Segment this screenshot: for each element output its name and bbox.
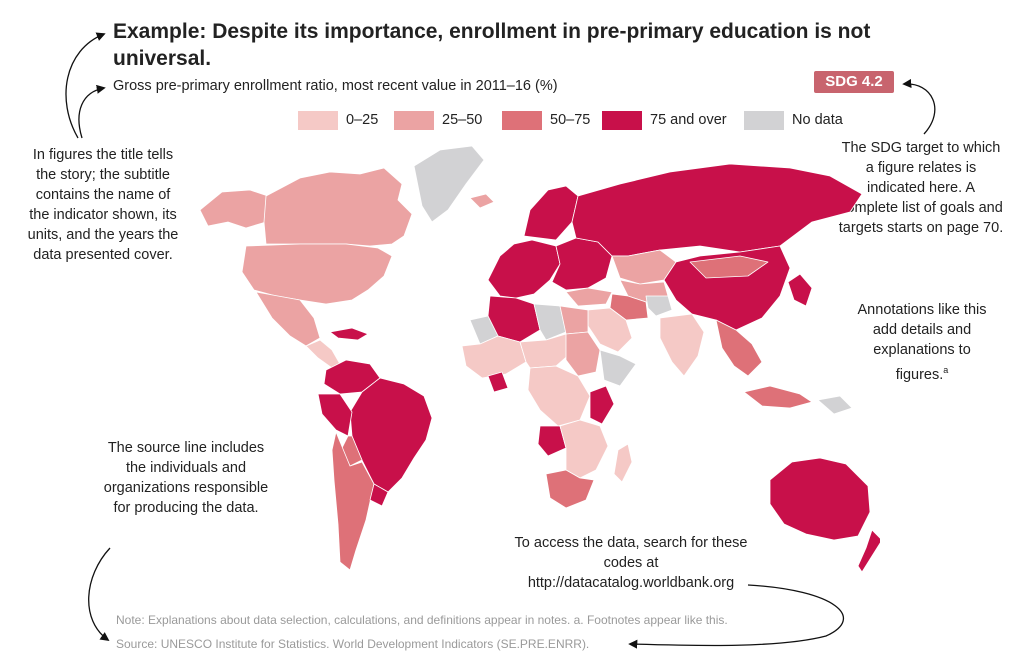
annotation-data-codes: To access the data, search for these cod… [514,535,748,591]
annotation-title-story: In figures the title tells the story; th… [27,147,179,263]
region-peru [317,393,353,437]
annotation-source-line: The source line includes the individuals… [103,440,269,516]
region-madagascar [613,443,633,483]
arrow-to-subtitle [78,84,106,139]
region-turkey [565,287,613,307]
region-scandinavia [523,185,579,241]
region-angola [537,425,567,457]
figure-subtitle: Gross pre-primary enrollment ratio, most… [113,78,558,94]
region-uruguay [369,483,389,507]
region-west-africa [461,335,527,379]
region-russia [571,163,863,257]
arrow-to-title [65,32,106,139]
arrow-to-source-line [88,547,111,642]
region-india [659,313,705,377]
region-papua-new-guinea [817,395,853,415]
region-arabia [587,307,633,353]
annotation-details: Annotations like this add details and ex… [852,300,992,385]
annotation-details-text: Annotations like this add details and ex… [857,302,987,383]
figure-title: Example: Despite its importance, enrollm… [113,20,871,70]
region-sudan [565,331,601,377]
legend-label: 0–25 [346,112,379,128]
legend-swatch [502,111,542,130]
region-new-zealand [857,529,880,573]
region-argentina-chile [331,431,375,571]
region-iceland [469,193,495,209]
region-southeast-asia [715,319,763,377]
region-alaska [199,189,269,229]
region-southern-africa [559,419,609,479]
world-map [199,145,880,573]
region-mongolia [689,255,769,279]
region-western-europe [487,239,561,299]
footnote-marker: a [943,365,949,375]
legend-label: 75 and over [650,112,727,128]
legend-swatch [298,111,338,130]
region-japan-korea [787,273,813,307]
region-south-africa [545,469,595,509]
arrow-to-sdg-badge [902,78,936,135]
figure-note: Note: Explanations about data selection,… [116,613,728,627]
legend-swatch [602,111,642,130]
legend-label: No data [792,112,843,128]
region-central-america [305,339,341,369]
legend-swatch [744,111,784,130]
legend-label: 50–75 [550,112,591,128]
figure-source: Source: UNESCO Institute for Statistics.… [116,637,590,651]
region-mexico [255,291,321,347]
region-ghana [487,371,509,393]
region-greenland [413,145,485,223]
region-east-africa [589,385,615,425]
region-usa [241,243,393,305]
region-horn-of-africa [599,349,637,387]
annotation-sdg-target: The SDG target to which a figure relates… [838,140,1004,236]
region-indonesia [743,385,813,409]
region-afghanistan [645,295,673,317]
region-libya [533,303,567,341]
legend-swatch [394,111,434,130]
region-canada [263,167,413,247]
region-australia [769,457,871,541]
map-legend: 0–25 25–50 50–75 75 and over No data [298,110,858,132]
region-sahel [519,333,573,369]
region-caribbean [329,327,369,341]
legend-label: 25–50 [442,112,483,128]
sdg-badge: SDG 4.2 [814,71,894,93]
